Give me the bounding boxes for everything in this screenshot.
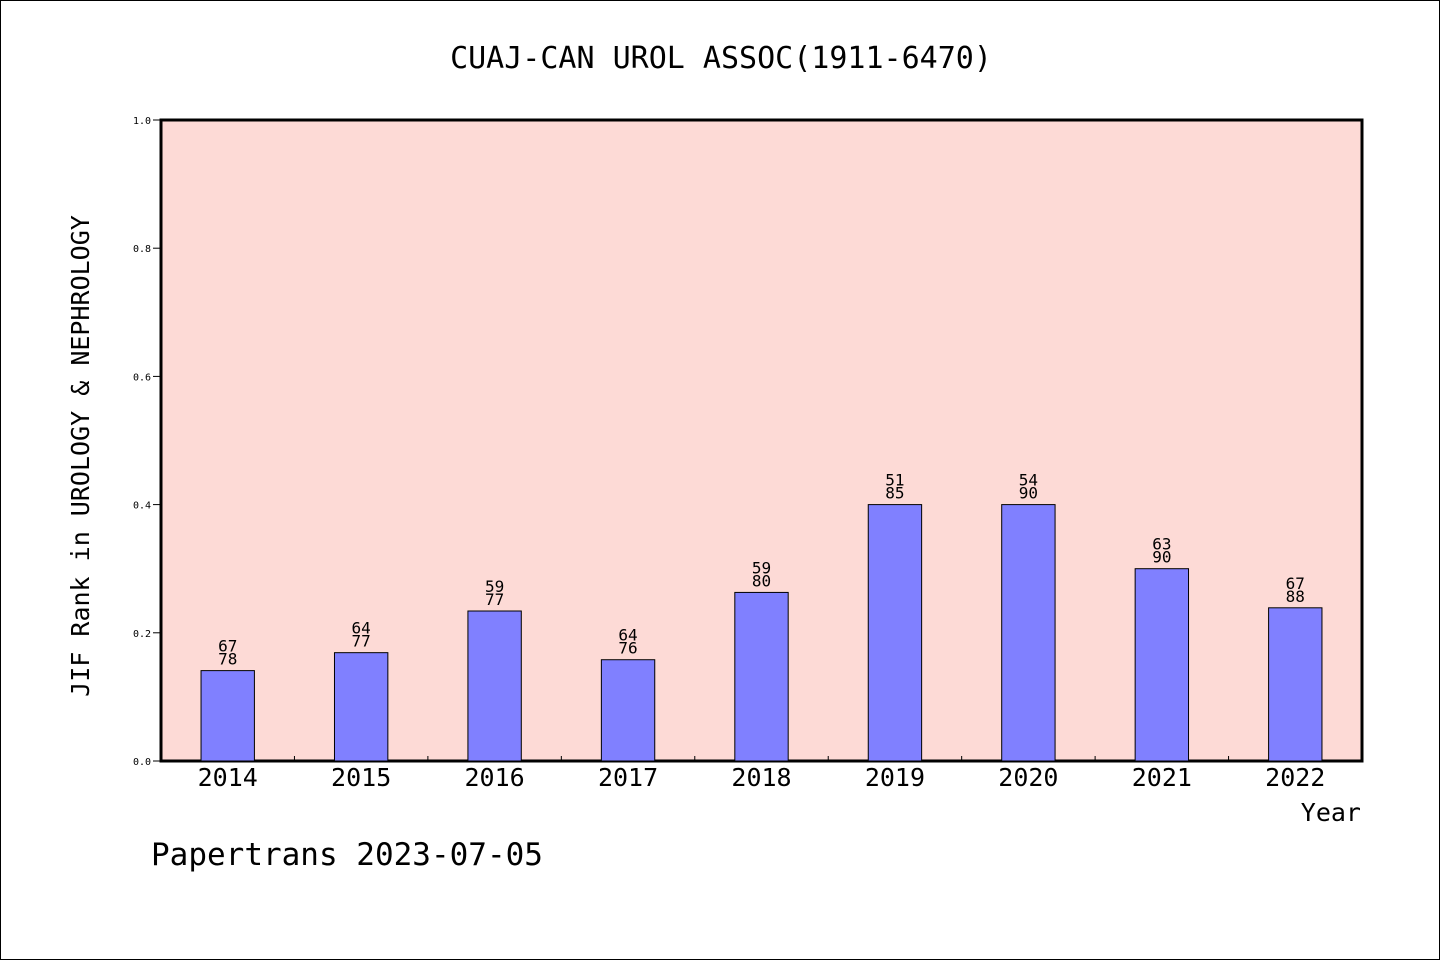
x-axis: 2014 2015 2016 2017 2018 2019 2020 2021 2022 (198, 756, 1325, 792)
bar-total-label: 85 (885, 484, 904, 503)
bar-total-label: 77 (485, 590, 504, 609)
bar (867, 504, 923, 762)
bar-rank-label: 54 (1019, 471, 1038, 490)
bar-total-label: 77 (352, 632, 371, 651)
y-tick-label: 0.2 (133, 629, 151, 640)
bar-rank-label: 67 (1286, 574, 1305, 593)
x-tick-label: 2019 (865, 763, 925, 792)
y-tick-label: 1.0 (133, 116, 151, 127)
bar-total-label: 90 (1152, 548, 1171, 567)
bar (467, 610, 522, 762)
y-axis-label: JIF Rank in UROLOGY & NEPHROLOGY (66, 215, 95, 697)
x-tick-label: 2016 (465, 763, 525, 792)
bar-rank-label: 59 (752, 558, 771, 577)
bar-rank-label: 64 (352, 619, 371, 638)
x-tick-label: 2022 (1265, 763, 1325, 792)
bar-total-label: 78 (218, 650, 237, 669)
bar-total-label: 88 (1286, 587, 1305, 606)
bar-total-label: 80 (752, 571, 771, 590)
bar (1134, 568, 1190, 762)
bar-rank-label: 59 (485, 577, 504, 596)
x-tick-label: 2017 (598, 763, 658, 792)
bar-total-label: 76 (618, 639, 637, 658)
y-tick-label: 0.8 (133, 244, 151, 255)
x-tick-label: 2018 (731, 763, 791, 792)
y-tick-label: 0.0 (133, 757, 151, 768)
bar-rank-label: 51 (885, 471, 904, 490)
bar (200, 670, 255, 762)
watermark-text: Papertrans 2023-07-05 (151, 837, 543, 873)
bar-rank-label: 67 (218, 637, 237, 656)
bar-total-label: 90 (1019, 484, 1038, 503)
chart-title: CUAJ-CAN UROL ASSOC(1911-6470) (450, 41, 992, 76)
x-tick-label: 2020 (998, 763, 1058, 792)
bar (734, 591, 789, 762)
y-axis: 0.0 0.2 0.4 0.6 0.8 1.0 (133, 116, 161, 768)
x-tick-label: 2021 (1132, 763, 1192, 792)
bar (1268, 607, 1323, 762)
x-tick-label: 2015 (331, 763, 391, 792)
bar-rank-label: 63 (1152, 535, 1171, 554)
bar (1001, 504, 1056, 762)
y-tick-label: 0.6 (133, 372, 151, 383)
bar-rank-label: 64 (618, 626, 637, 645)
y-tick-label: 0.4 (133, 501, 151, 512)
x-axis-label: Year (1301, 798, 1361, 827)
bar (600, 659, 656, 762)
x-tick-label: 2014 (198, 763, 258, 792)
bars (200, 504, 1323, 762)
bar (333, 652, 389, 762)
